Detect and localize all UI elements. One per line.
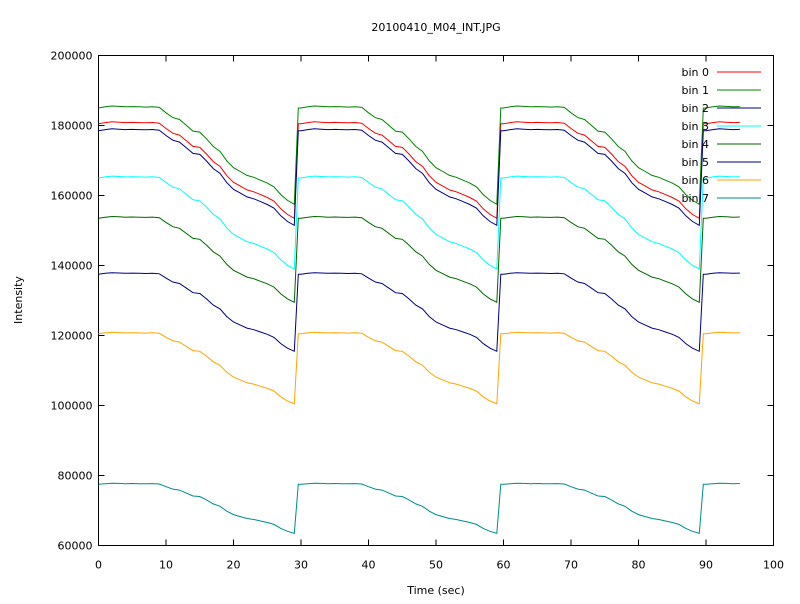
- x-tick-label: 20: [227, 559, 241, 572]
- y-tick-label: 200000: [51, 50, 93, 63]
- series-line-bin-2: [98, 128, 740, 227]
- chart-title: 20100410_M04_INT.JPG: [371, 21, 500, 34]
- x-tick-label: 80: [632, 559, 646, 572]
- legend-label: bin 6: [681, 174, 709, 187]
- x-tick-label: 60: [497, 559, 511, 572]
- x-tick-label: 70: [564, 559, 578, 572]
- y-axis-label: Intensity: [12, 276, 25, 324]
- x-tick-label: 10: [159, 559, 173, 572]
- x-tick-label: 40: [362, 559, 376, 572]
- x-tick-label: 100: [763, 559, 784, 572]
- x-tick-label: 30: [294, 559, 308, 572]
- series-line-bin-6: [98, 331, 740, 405]
- y-tick-label: 100000: [51, 400, 93, 413]
- x-axis-label: Time (sec): [406, 584, 465, 597]
- series-line-bin-4: [98, 215, 740, 304]
- x-tick-label: 90: [699, 559, 713, 572]
- legend-label: bin 0: [681, 66, 709, 79]
- y-tick-label: 60000: [58, 540, 93, 553]
- series-line-bin-7: [98, 482, 740, 534]
- legend-label: bin 4: [681, 138, 709, 151]
- legend-label: bin 2: [681, 102, 709, 115]
- legend-label: bin 1: [681, 84, 709, 97]
- y-tick-label: 120000: [51, 330, 93, 343]
- legend-label: bin 7: [681, 192, 709, 205]
- x-tick-label: 50: [429, 559, 443, 572]
- series-line-bin-0: [98, 121, 740, 220]
- y-tick-label: 160000: [51, 190, 93, 203]
- legend-label: bin 3: [681, 120, 709, 133]
- x-tick-label: 0: [95, 559, 102, 572]
- y-tick-label: 180000: [51, 120, 93, 133]
- plot-frame: [98, 55, 774, 546]
- series-line-bin-1: [98, 105, 740, 206]
- series-line-bin-5: [98, 272, 740, 353]
- legend-label: bin 5: [681, 156, 709, 169]
- y-tick-label: 80000: [58, 470, 93, 483]
- y-tick-label: 140000: [51, 260, 93, 273]
- series-line-bin-3: [98, 175, 740, 270]
